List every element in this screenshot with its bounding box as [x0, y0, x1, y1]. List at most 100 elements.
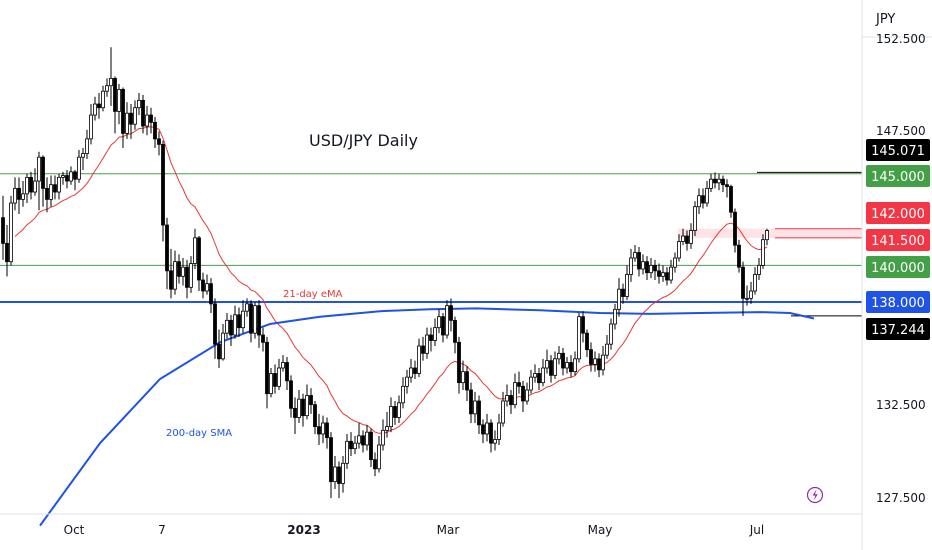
candle-body: [201, 279, 205, 292]
candle-body: [761, 239, 765, 266]
candle-body: [325, 422, 329, 439]
sma-annotation: 200-day SMA: [166, 428, 232, 439]
candle: [337, 461, 341, 499]
candle-body: [281, 362, 285, 369]
candle: [265, 336, 269, 409]
candle: [421, 336, 425, 361]
candle-body: [425, 334, 429, 354]
candle: [413, 360, 417, 379]
y-tick-label: 127.500: [876, 491, 926, 505]
candle-body: [237, 314, 241, 329]
candle-body: [629, 257, 633, 275]
candle-body: [149, 114, 153, 123]
candle: [745, 285, 749, 306]
candle: [65, 170, 69, 189]
candle-body: [457, 341, 461, 384]
candle-body: [269, 373, 273, 395]
candle: [537, 367, 541, 390]
candle-body: [145, 114, 149, 127]
candle: [629, 248, 633, 282]
candle: [249, 300, 253, 343]
candle: [557, 346, 561, 365]
candle: [313, 400, 317, 434]
candle-body: [705, 187, 709, 204]
candle: [461, 360, 465, 390]
candle: [113, 76, 117, 134]
candle: [193, 228, 197, 270]
candle-body: [697, 195, 701, 208]
candle-body: [545, 360, 549, 369]
candle-body: [385, 426, 389, 431]
price-level-badge: 145.000: [866, 165, 930, 187]
candle: [121, 87, 125, 149]
candle-body: [317, 426, 321, 435]
candle: [17, 177, 21, 215]
candle: [741, 261, 745, 316]
candle: [765, 228, 769, 246]
candle-body: [677, 241, 681, 259]
candle: [185, 259, 189, 299]
candle-body: [561, 352, 565, 369]
candle: [417, 338, 421, 378]
candle: [489, 419, 493, 453]
candle: [605, 335, 609, 359]
candle-body: [193, 237, 197, 264]
candle: [693, 201, 697, 237]
candle: [549, 355, 553, 383]
candle-body: [501, 400, 505, 424]
candle: [317, 413, 321, 445]
candle: [673, 252, 677, 273]
ema-21-line: [14, 126, 768, 434]
candle-body: [713, 178, 717, 184]
candle-body: [81, 153, 85, 158]
candle: [125, 102, 129, 139]
candle: [221, 324, 225, 361]
candle-body: [453, 319, 457, 343]
candle-body: [673, 257, 677, 268]
x-tick-label: 7: [158, 523, 166, 537]
candle: [705, 181, 709, 207]
candle-body: [613, 308, 617, 325]
candle-body: [65, 175, 69, 182]
price-level-badge-text: 142.000: [871, 207, 925, 222]
candle: [173, 250, 177, 295]
candle: [61, 171, 65, 185]
candle-body: [297, 398, 301, 418]
candle: [345, 433, 349, 469]
candle: [689, 223, 693, 249]
candle-body: [197, 237, 201, 281]
candle: [593, 351, 597, 372]
candle: [213, 298, 217, 359]
candle: [657, 263, 661, 284]
candle: [245, 298, 249, 317]
candle-body: [161, 143, 165, 226]
candle: [105, 78, 109, 97]
candle-body: [429, 334, 433, 341]
candle: [641, 254, 645, 275]
candle-body: [109, 77, 113, 87]
candle: [465, 366, 469, 401]
candle: [469, 382, 473, 423]
candle: [521, 380, 525, 412]
candle-body: [137, 99, 141, 109]
candle: [401, 377, 405, 409]
candle: [545, 349, 549, 374]
candle: [229, 314, 233, 347]
lightning-icon[interactable]: [806, 486, 824, 504]
candle: [177, 254, 181, 284]
candle-body: [421, 345, 425, 354]
candle: [237, 307, 241, 337]
candle: [533, 364, 537, 383]
candle-body: [509, 395, 513, 406]
price-level-badge: 141.500: [866, 229, 930, 251]
candle-body: [717, 178, 721, 184]
candle-body: [465, 371, 469, 391]
candle-body: [701, 195, 705, 204]
candle-body: [185, 266, 189, 288]
candles-layer: [1, 47, 769, 499]
candle: [309, 388, 313, 414]
candle-body: [737, 244, 741, 268]
candle: [301, 393, 305, 427]
candle: [553, 351, 557, 379]
candle-body: [305, 395, 309, 417]
